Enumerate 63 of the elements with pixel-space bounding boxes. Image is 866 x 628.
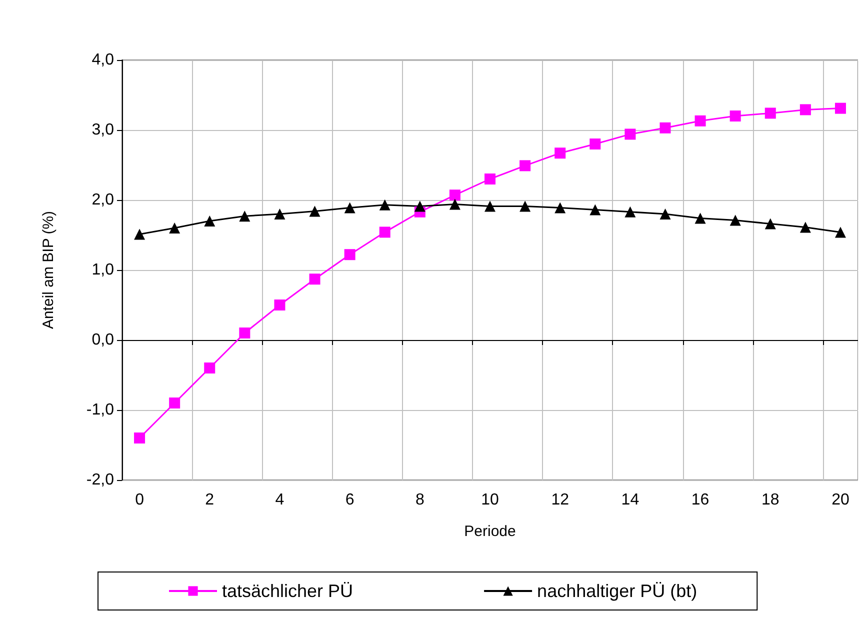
point bbox=[484, 200, 496, 212]
point bbox=[274, 208, 286, 220]
point bbox=[449, 190, 460, 201]
x-axis-title: Periode bbox=[464, 523, 516, 540]
y-tick-label: -1,0 bbox=[86, 402, 114, 418]
x-tick-label: 6 bbox=[345, 492, 354, 508]
x-tick-label: 18 bbox=[761, 492, 780, 508]
point bbox=[520, 160, 531, 172]
point bbox=[624, 128, 636, 140]
point bbox=[834, 226, 846, 238]
x-tick-label: 16 bbox=[691, 492, 710, 508]
point bbox=[554, 148, 566, 159]
point bbox=[730, 110, 741, 122]
x-tick-label: 2 bbox=[205, 492, 214, 508]
point bbox=[834, 102, 846, 114]
y-tick-label: 3,0 bbox=[92, 122, 114, 138]
point bbox=[274, 300, 286, 310]
y-tick-label: -2,0 bbox=[86, 472, 114, 488]
y-tick-label: 4,0 bbox=[92, 52, 114, 68]
x-tick-label: 14 bbox=[621, 492, 640, 508]
point bbox=[309, 206, 320, 217]
x-tick-label: 4 bbox=[275, 492, 284, 508]
point bbox=[134, 432, 146, 444]
x-tick-label: 20 bbox=[832, 492, 850, 508]
point bbox=[204, 216, 216, 226]
point bbox=[379, 226, 390, 238]
point bbox=[414, 200, 426, 212]
point bbox=[660, 122, 671, 134]
point bbox=[660, 208, 671, 220]
point bbox=[204, 362, 216, 374]
point bbox=[764, 108, 776, 119]
x-tick-label: 8 bbox=[415, 492, 424, 508]
y-tick-label: 1,0 bbox=[92, 262, 114, 278]
point bbox=[239, 328, 250, 338]
point bbox=[309, 274, 320, 285]
y-tick-label: 2,0 bbox=[92, 192, 114, 208]
point bbox=[624, 206, 636, 218]
point bbox=[590, 204, 601, 216]
point bbox=[520, 200, 531, 212]
point bbox=[134, 228, 146, 240]
point bbox=[379, 199, 390, 210]
y-axis-title: Anteil am BIP (%) bbox=[40, 210, 57, 330]
point bbox=[800, 222, 811, 233]
point bbox=[764, 218, 776, 230]
point bbox=[344, 249, 356, 260]
x-tick-label: 10 bbox=[481, 492, 499, 508]
point bbox=[800, 104, 811, 116]
y-tick-label: 0,0 bbox=[92, 332, 114, 348]
point bbox=[239, 210, 250, 222]
point bbox=[694, 115, 706, 126]
x-tick-label: 12 bbox=[551, 492, 570, 508]
point bbox=[590, 138, 601, 150]
point bbox=[730, 214, 741, 226]
point bbox=[169, 398, 180, 408]
point bbox=[344, 202, 356, 214]
legend-label: nachhaltiger PÜ (bt) bbox=[537, 581, 698, 601]
x-tick-label: 0 bbox=[135, 492, 144, 508]
point bbox=[554, 202, 566, 214]
point bbox=[449, 198, 460, 210]
point bbox=[169, 222, 180, 234]
point bbox=[484, 174, 496, 184]
legend-label: tatsächlicher PÜ bbox=[222, 581, 354, 601]
point bbox=[694, 212, 706, 224]
